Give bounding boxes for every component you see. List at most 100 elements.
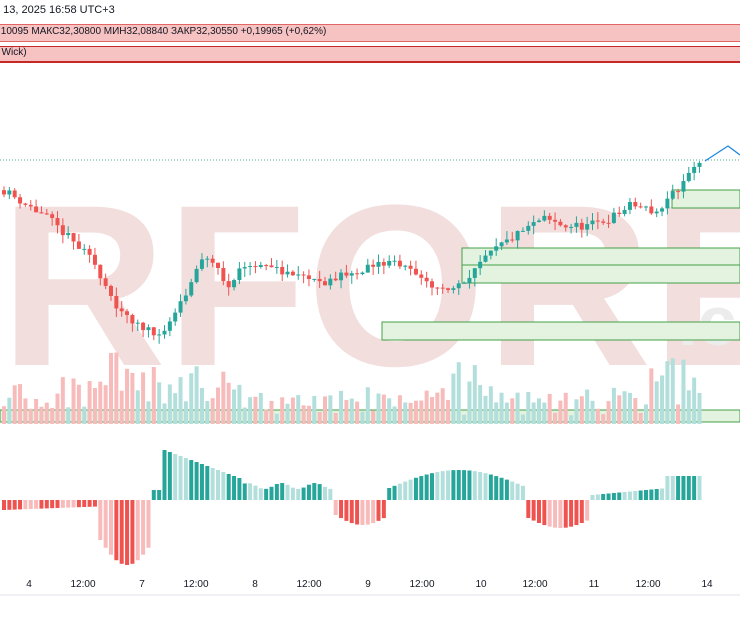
candle-body[interactable] [478,261,483,269]
candle-body[interactable] [601,221,606,223]
candle-body[interactable] [360,272,365,275]
candle-body[interactable] [430,281,434,288]
candle-body[interactable] [585,224,590,230]
candle-body[interactable] [520,230,525,232]
candle-body[interactable] [248,266,253,268]
candle-body[interactable] [424,277,429,282]
candle-body[interactable] [355,273,360,275]
candle-body[interactable] [574,222,579,227]
candle-body[interactable] [515,231,520,241]
candle-body[interactable] [296,274,301,276]
candle-body[interactable] [317,278,322,282]
candle-body[interactable] [392,260,397,262]
candle-body[interactable] [183,295,188,302]
candle-body[interactable] [237,268,242,281]
candle-body[interactable] [146,327,151,331]
candle-body[interactable] [526,225,531,231]
candle-body[interactable] [44,213,49,215]
candle-body[interactable] [654,211,659,214]
candle-body[interactable] [499,242,504,247]
candle-body[interactable] [387,260,392,266]
candle-body[interactable] [617,212,622,214]
candle-body[interactable] [660,208,665,212]
candle-body[interactable] [98,264,103,279]
candle-body[interactable] [622,209,627,214]
candle-body[interactable] [371,264,376,267]
candle-body[interactable] [312,278,317,280]
candle-body[interactable] [542,215,547,221]
candle-body[interactable] [403,265,408,267]
candle-body[interactable] [328,278,333,286]
candle-body[interactable] [451,288,456,290]
candle-body[interactable] [665,198,670,209]
candle-body[interactable] [440,287,445,289]
candle-body[interactable] [34,206,39,213]
candle-body[interactable] [92,254,97,265]
candle-body[interactable] [547,215,552,220]
candle-body[interactable] [553,219,558,222]
candle-body[interactable] [531,222,536,226]
candle-body[interactable] [205,258,210,260]
candle-body[interactable] [435,287,440,289]
candle-body[interactable] [141,322,146,331]
candle-body[interactable] [55,218,60,226]
candle-body[interactable] [28,204,33,207]
candle-body[interactable] [510,239,515,241]
candle-body[interactable] [397,260,402,267]
candle-body[interactable] [274,266,279,268]
candle-body[interactable] [579,222,584,230]
candle-body[interactable] [232,280,237,288]
candle-body[interactable] [633,202,638,207]
candle-body[interactable] [419,274,424,278]
candle-body[interactable] [569,226,574,228]
candle-body[interactable] [167,321,172,331]
candle-body[interactable] [537,220,541,223]
candle-body[interactable] [189,282,194,296]
candle-body[interactable] [595,220,600,222]
candle-body[interactable] [135,322,140,324]
candle-body[interactable] [280,266,285,275]
candle-body[interactable] [483,255,488,262]
candle-body[interactable] [606,222,611,224]
candle-body[interactable] [413,268,418,275]
candle-body[interactable] [638,206,643,208]
candle-body[interactable] [285,271,290,275]
candle-body[interactable] [590,220,595,225]
candle-body[interactable] [82,248,87,250]
candle-body[interactable] [253,266,258,268]
candle-body[interactable] [221,268,226,282]
candle-body[interactable] [151,327,156,336]
candle-body[interactable] [697,162,702,167]
candle-body[interactable] [290,271,295,276]
candle-body[interactable] [686,172,691,182]
candle-body[interactable] [670,191,675,199]
candle-body[interactable] [103,278,108,286]
candlesticks[interactable] [2,161,702,344]
candle-body[interactable] [504,239,509,243]
candle-body[interactable] [125,311,130,315]
candle-body[interactable] [644,206,648,208]
candle-body[interactable] [109,285,113,296]
candle-body[interactable] [119,308,124,312]
candle-body[interactable] [649,206,654,214]
candle-body[interactable] [216,262,220,269]
candle-body[interactable] [18,197,23,204]
candle-body[interactable] [23,203,28,205]
candle-body[interactable] [627,202,632,210]
candle-body[interactable] [349,273,354,276]
candle-body[interactable] [563,225,568,228]
candle-body[interactable] [50,214,55,219]
candle-body[interactable] [376,262,381,267]
candle-body[interactable] [488,250,493,256]
candle-body[interactable] [71,233,76,242]
candle-body[interactable] [264,265,269,267]
candle-body[interactable] [446,288,451,290]
candle-body[interactable] [611,212,616,223]
candle-body[interactable] [494,246,499,251]
candle-body[interactable] [339,272,344,281]
candle-body[interactable] [157,334,162,336]
candle-body[interactable] [210,258,215,263]
candle-body[interactable] [76,241,81,249]
candle-body[interactable] [333,278,338,281]
candle-body[interactable] [323,281,327,286]
